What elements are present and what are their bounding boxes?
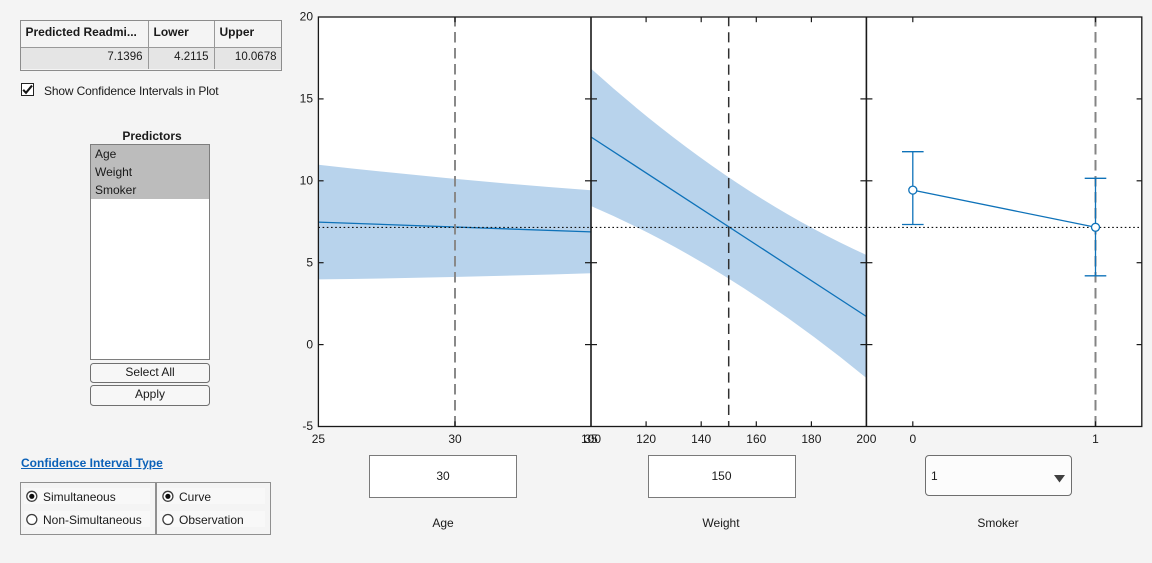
svg-text:0: 0 — [306, 337, 313, 351]
svg-text:1: 1 — [1092, 432, 1099, 446]
svg-text:200: 200 — [856, 432, 876, 446]
svg-text:35: 35 — [584, 432, 598, 446]
svg-text:140: 140 — [691, 432, 711, 446]
svg-text:160: 160 — [746, 432, 766, 446]
svg-text:-5: -5 — [302, 419, 313, 433]
svg-text:20: 20 — [300, 10, 314, 24]
svg-text:15: 15 — [300, 92, 314, 106]
svg-text:180: 180 — [801, 432, 821, 446]
svg-text:100: 100 — [581, 432, 601, 446]
svg-text:5: 5 — [306, 255, 313, 269]
svg-text:30: 30 — [448, 432, 462, 446]
svg-text:120: 120 — [636, 432, 656, 446]
svg-text:0: 0 — [909, 432, 916, 446]
svg-text:25: 25 — [312, 432, 326, 446]
svg-text:10: 10 — [300, 174, 314, 188]
